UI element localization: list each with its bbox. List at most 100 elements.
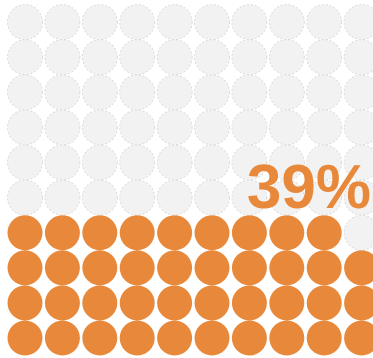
empty-cell: [81, 74, 118, 111]
empty-cell: [156, 39, 193, 76]
empty-cell: [306, 144, 343, 181]
empty-cell: [119, 4, 156, 41]
filled-cell: [44, 285, 80, 321]
empty-cell: [44, 39, 81, 76]
empty-cell: [44, 4, 81, 41]
empty-cell: [306, 179, 343, 216]
empty-cell: [194, 144, 230, 181]
empty-cell: [268, 179, 305, 216]
filled-cell: [306, 250, 342, 286]
empty-cell: [156, 109, 193, 146]
empty-cell: [156, 179, 193, 216]
empty-cell: [231, 4, 268, 41]
filled-cell: [82, 320, 118, 356]
empty-cell: [81, 179, 118, 216]
filled-cell: [119, 215, 155, 251]
empty-cell: [194, 109, 230, 146]
empty-cell: [231, 74, 268, 111]
empty-cell: [81, 39, 118, 76]
empty-cell: [7, 144, 43, 181]
empty-cell: [156, 74, 193, 111]
filled-cell: [194, 250, 230, 286]
empty-cell: [7, 179, 43, 216]
empty-cell: [7, 109, 43, 146]
empty-cell: [81, 4, 118, 41]
filled-cell: [194, 285, 230, 321]
empty-cell: [81, 109, 118, 146]
empty-cell: [268, 4, 305, 41]
filled-cell: [119, 285, 155, 321]
filled-cell: [157, 285, 193, 321]
filled-cell: [344, 285, 373, 321]
empty-cell: [119, 144, 156, 181]
empty-cell: [7, 74, 43, 111]
filled-cell: [82, 285, 118, 321]
waffle-grid: [7, 4, 373, 356]
empty-cell: [81, 144, 118, 181]
empty-cell: [44, 179, 81, 216]
filled-cell: [269, 285, 305, 321]
empty-cell: [119, 109, 156, 146]
empty-cell: [231, 144, 268, 181]
empty-cell: [306, 4, 343, 41]
filled-cell: [306, 320, 342, 356]
filled-cell: [231, 320, 267, 356]
empty-cell: [231, 179, 268, 216]
filled-cell: [44, 215, 80, 251]
filled-cell: [194, 215, 230, 251]
filled-cell: [269, 250, 305, 286]
filled-cell: [7, 215, 43, 251]
empty-cell: [119, 179, 156, 216]
filled-cell: [231, 285, 267, 321]
empty-cell: [231, 109, 268, 146]
filled-cell: [44, 250, 80, 286]
empty-cell: [156, 4, 193, 41]
empty-cell: [343, 214, 373, 251]
empty-cell: [194, 74, 230, 111]
empty-cell: [194, 179, 230, 216]
empty-cell: [343, 144, 373, 181]
filled-cell: [119, 320, 155, 356]
filled-cell: [157, 320, 193, 356]
empty-cell: [343, 74, 373, 111]
empty-cell: [306, 109, 343, 146]
empty-cell: [156, 144, 193, 181]
filled-cell: [194, 320, 230, 356]
filled-cell: [306, 215, 342, 251]
filled-cell: [7, 250, 43, 286]
filled-cell: [344, 250, 373, 286]
empty-cell: [306, 39, 343, 76]
filled-cell: [269, 215, 305, 251]
filled-cell: [306, 285, 342, 321]
empty-cell: [44, 144, 81, 181]
filled-cell: [7, 320, 43, 356]
empty-cell: [268, 74, 305, 111]
value-label: 39%: [247, 153, 371, 222]
empty-cell: [7, 39, 43, 76]
filled-cell: [44, 320, 80, 356]
empty-cell: [343, 109, 373, 146]
empty-cell: [119, 39, 156, 76]
empty-cell: [44, 109, 81, 146]
filled-cell: [269, 320, 305, 356]
empty-cell: [306, 74, 343, 111]
filled-cell: [157, 215, 193, 251]
empty-cell: [7, 4, 43, 41]
empty-cell: [119, 74, 156, 111]
empty-cell: [268, 39, 305, 76]
filled-cell: [157, 250, 193, 286]
filled-cell: [344, 320, 373, 356]
filled-cell: [119, 250, 155, 286]
filled-cell: [231, 250, 267, 286]
filled-cell: [7, 285, 43, 321]
empty-cell: [194, 39, 230, 76]
empty-cell: [194, 4, 230, 41]
empty-cell: [343, 4, 373, 40]
empty-cell: [44, 74, 81, 111]
empty-cell: [343, 179, 373, 216]
empty-cell: [231, 39, 268, 76]
filled-cell: [82, 250, 118, 286]
empty-cell: [268, 144, 305, 181]
